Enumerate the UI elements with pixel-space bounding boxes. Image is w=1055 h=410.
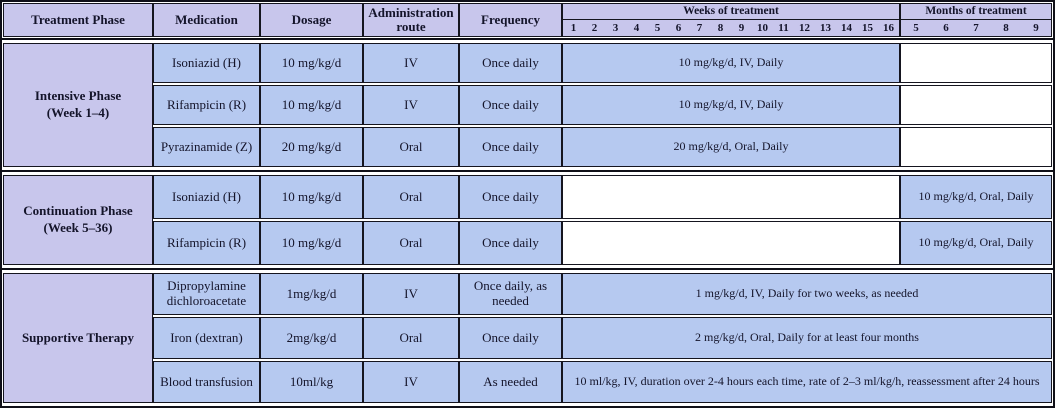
week-number: 7: [696, 21, 703, 34]
week-number: 2: [591, 21, 598, 34]
month-number: 6: [943, 21, 949, 34]
medication-cell: Isoniazid (H): [154, 44, 259, 82]
phase-section-supportive: Supportive Therapy Dipropylamine dichlor…: [2, 268, 1053, 406]
timeline-bar: 1 mg/kg/d, IV, Daily for two weeks, as n…: [563, 274, 1051, 314]
timeline-bar: 10 mg/kg/d, IV, Daily: [563, 86, 899, 124]
route-cell: IV: [364, 44, 458, 82]
months-of-treatment-label: Months of treatment: [901, 4, 1051, 20]
week-number: 5: [654, 21, 661, 34]
week-number: 10: [757, 21, 768, 34]
frequency-cell: Once daily: [460, 86, 561, 124]
timeline-bar: 2 mg/kg/d, Oral, Daily for at least four…: [563, 318, 1051, 358]
timeline-empty: [563, 222, 899, 264]
month-number: 7: [973, 21, 979, 34]
week-number: 8: [717, 21, 724, 34]
frequency-cell: Once daily: [460, 44, 561, 82]
week-number: 6: [675, 21, 682, 34]
week-number: 4: [633, 21, 640, 34]
frequency-cell: Once daily: [460, 318, 561, 358]
dosage-cell: 20 mg/kg/d: [261, 128, 362, 166]
medication-cell: Isoniazid (H): [154, 176, 259, 218]
week-number: 11: [778, 21, 789, 34]
timeline-empty: [563, 176, 899, 218]
week-number: 12: [799, 21, 810, 34]
route-cell: IV: [364, 86, 458, 124]
medication-cell: Pyrazinamide (Z): [154, 128, 259, 166]
phase-name: Continuation Phase: [23, 203, 133, 219]
medication-cell: Iron (dextran): [154, 318, 259, 358]
table-header: Treatment Phase Medication Dosage Admini…: [2, 2, 1053, 40]
route-cell: Oral: [364, 128, 458, 166]
col-header-medication: Medication: [154, 4, 259, 36]
phase-name: Supportive Therapy: [21, 329, 135, 345]
timeline-bar: 10 mg/kg/d, Oral, Daily: [901, 222, 1051, 264]
timeline-empty: [901, 86, 1051, 124]
dosage-cell: 10 mg/kg/d: [261, 44, 362, 82]
medication-cell: Rifampicin (R): [154, 222, 259, 264]
week-number: 16: [883, 21, 894, 34]
route-cell: Oral: [364, 176, 458, 218]
frequency-cell: Once daily: [460, 176, 561, 218]
week-number: 15: [862, 21, 873, 34]
col-header-months: Months of treatment 5 6 7 8 9: [901, 4, 1051, 36]
phase-section-continuation: Continuation Phase (Week 5–36) Isoniazid…: [2, 170, 1053, 268]
phase-label-supportive: Supportive Therapy: [4, 274, 152, 402]
medication-cell: Blood transfusion: [154, 362, 259, 402]
timeline-bar: 10 ml/kg, IV, duration over 2-4 hours ea…: [563, 362, 1051, 402]
frequency-cell: As needed: [460, 362, 561, 402]
col-header-admin-route: Administration route: [364, 4, 458, 36]
col-header-dosage: Dosage: [261, 4, 362, 36]
dosage-cell: 2mg/kg/d: [261, 318, 362, 358]
timeline-empty: [901, 128, 1051, 166]
weeks-of-treatment-label: Weeks of treatment: [563, 4, 899, 20]
frequency-cell: Once daily, as needed: [460, 274, 561, 314]
timeline-bar: 10 mg/kg/d, IV, Daily: [563, 44, 899, 82]
phase-weeks: (Week 5–36): [43, 220, 113, 235]
phase-name: Intensive Phase: [34, 88, 122, 104]
dosage-cell: 10 mg/kg/d: [261, 176, 362, 218]
frequency-cell: Once daily: [460, 128, 561, 166]
medication-cell: Rifampicin (R): [154, 86, 259, 124]
col-header-frequency: Frequency: [460, 4, 561, 36]
month-number: 8: [1003, 21, 1009, 34]
col-header-treatment-phase: Treatment Phase: [4, 4, 152, 36]
phase-weeks: (Week 1–4): [46, 105, 110, 120]
week-number: 3: [612, 21, 619, 34]
month-number-row: 5 6 7 8 9: [901, 20, 1051, 36]
dosage-cell: 10ml/kg: [261, 362, 362, 402]
timeline-empty: [901, 44, 1051, 82]
dosage-cell: 10 mg/kg/d: [261, 222, 362, 264]
timeline-bar: 10 mg/kg/d, Oral, Daily: [901, 176, 1051, 218]
week-number: 9: [738, 21, 745, 34]
col-header-weeks: Weeks of treatment 1 2 3 4 5 6 7 8 9 10 …: [563, 4, 899, 36]
dosage-cell: 10 mg/kg/d: [261, 86, 362, 124]
month-number: 5: [913, 21, 919, 34]
route-cell: IV: [364, 274, 458, 314]
week-number: 1: [570, 21, 577, 34]
phase-label-continuation: Continuation Phase (Week 5–36): [4, 176, 152, 264]
route-cell: IV: [364, 362, 458, 402]
phase-label-intensive: Intensive Phase (Week 1–4): [4, 44, 152, 166]
week-number: 14: [841, 21, 852, 34]
dosage-cell: 1mg/kg/d: [261, 274, 362, 314]
week-number: 13: [820, 21, 831, 34]
route-cell: Oral: [364, 318, 458, 358]
week-number-row: 1 2 3 4 5 6 7 8 9 10 11 12 13 14 15 16: [563, 20, 899, 36]
timeline-bar: 20 mg/kg/d, Oral, Daily: [563, 128, 899, 166]
frequency-cell: Once daily: [460, 222, 561, 264]
month-number: 9: [1033, 21, 1039, 34]
medication-cell: Dipropylamine dichloroacetate: [154, 274, 259, 314]
phase-section-intensive: Intensive Phase (Week 1–4) Isoniazid (H)…: [2, 40, 1053, 170]
route-cell: Oral: [364, 222, 458, 264]
